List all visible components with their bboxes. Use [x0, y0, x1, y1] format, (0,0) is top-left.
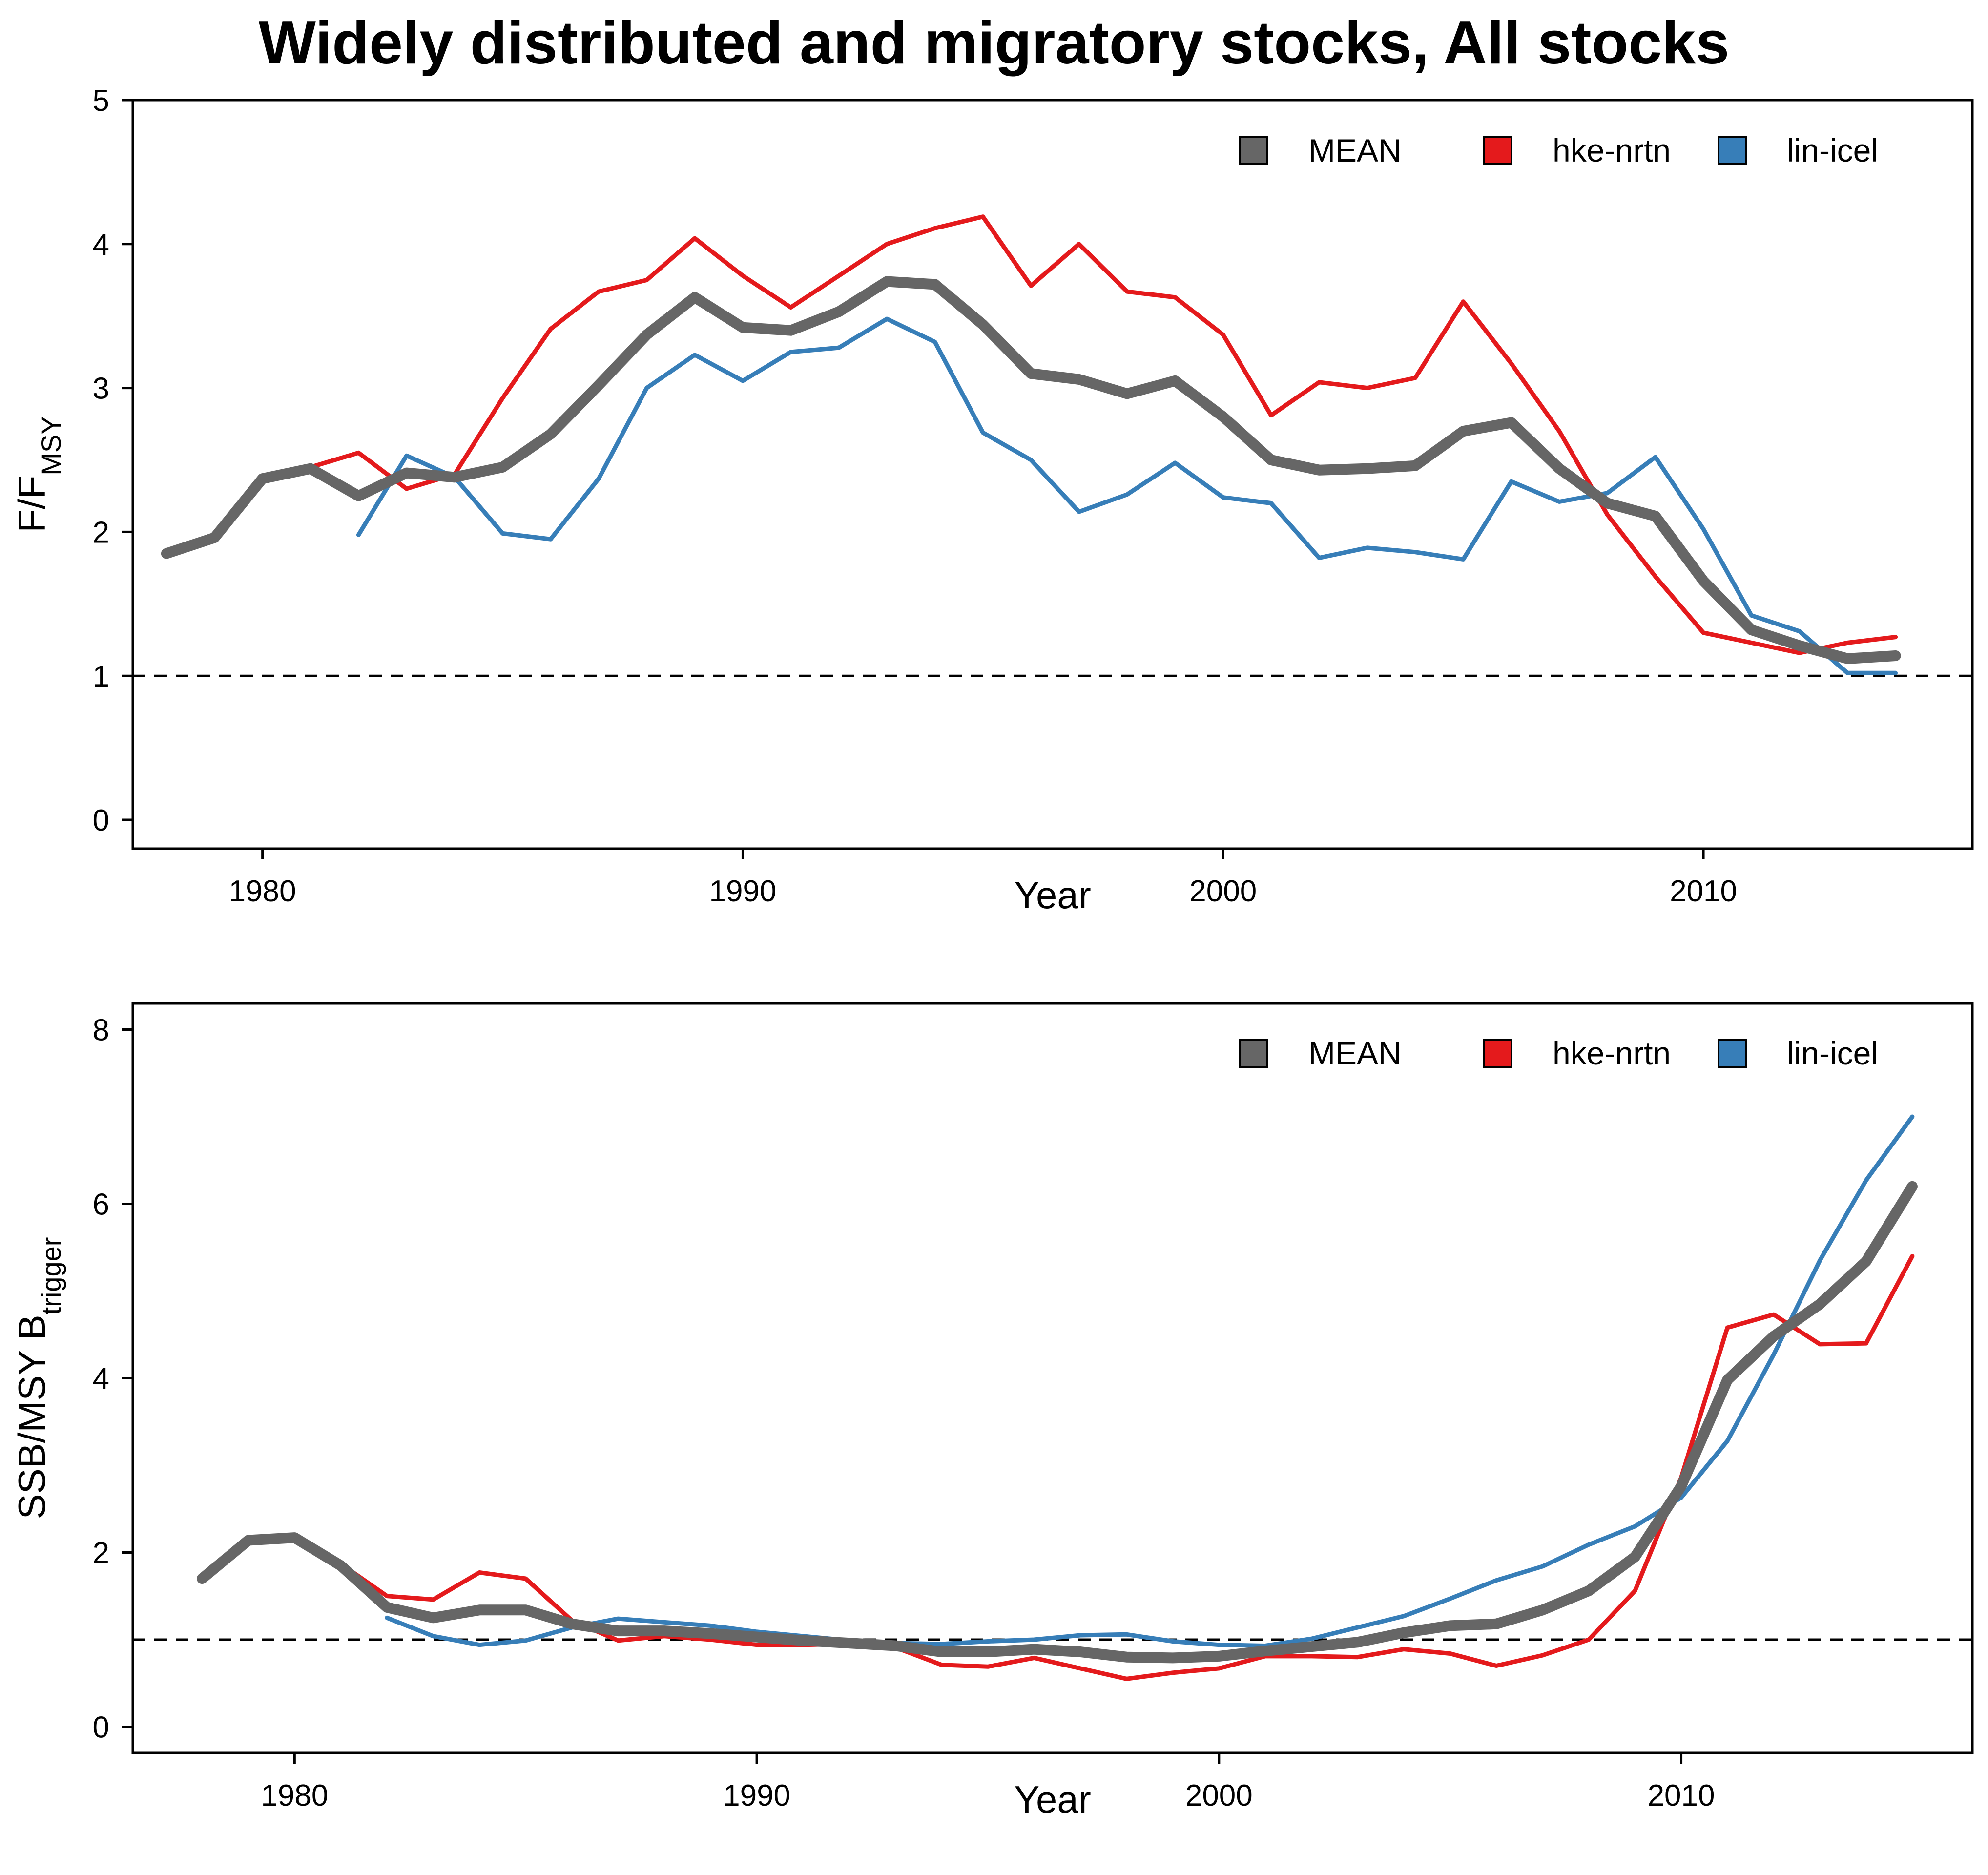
y-tick-label: 6	[93, 1188, 109, 1222]
legend: MEAN hke-nrtn lin-icel	[1239, 1035, 1878, 1071]
y-tick-label: 8	[93, 1014, 109, 1047]
main-title: Widely distributed and migratory stocks,…	[258, 9, 1730, 77]
legend-label-lin-icel: lin-icel	[1787, 132, 1878, 168]
y-tick-label: 4	[93, 1362, 109, 1396]
y-tick-label: 4	[93, 228, 109, 262]
y-axis-title: F/FMSY	[10, 416, 66, 532]
legend-label-MEAN: MEAN	[1308, 132, 1402, 168]
y-tick-label: 5	[93, 84, 109, 118]
y-tick-label: 2	[93, 516, 109, 549]
y-axis-title-main: F/F	[10, 476, 53, 533]
legend-label-MEAN: MEAN	[1308, 1035, 1402, 1071]
plot-frame	[131, 1002, 1974, 1754]
series-line-lin-icel	[356, 316, 1898, 675]
y-tick-label: 3	[93, 372, 109, 406]
y-tick-label: 1	[93, 660, 109, 693]
x-tick-label: 1990	[709, 875, 776, 908]
legend-swatch-hke-nrtn	[1483, 1039, 1512, 1068]
legend-swatch-lin-icel	[1718, 136, 1747, 165]
x-axis-title: Year	[1014, 1778, 1091, 1821]
series-line-hke-nrtn	[200, 1254, 1915, 1681]
plot-frame	[131, 99, 1974, 850]
y-axis-title-subscript: MSY	[36, 416, 66, 475]
y-axis-title: SSB/MSY Btrigger	[10, 1237, 66, 1520]
legend-label-hke-nrtn: hke-nrtn	[1553, 1035, 1671, 1071]
x-tick-label: 2000	[1185, 1779, 1253, 1812]
x-tick-label: 1980	[261, 1779, 328, 1812]
y-axis-title-main: SSB/MSY B	[10, 1314, 53, 1519]
series-line-MEAN	[161, 276, 1901, 664]
legend-swatch-MEAN	[1239, 1039, 1268, 1068]
panel-2: 0 2 4 6 8 1980 1990 2000 2010 Year SSB/MSY Btrigge…	[10, 1002, 1974, 1821]
legend-swatch-hke-nrtn	[1483, 136, 1512, 165]
y-axis-title-subscript: trigger	[36, 1237, 66, 1315]
series-line-MEAN	[197, 1181, 1918, 1664]
x-tick-label: 2010	[1648, 1779, 1715, 1812]
x-tick-label: 1980	[229, 875, 296, 908]
x-axis-title: Year	[1014, 874, 1091, 917]
series-line-hke-nrtn	[164, 214, 1898, 655]
legend-label-hke-nrtn: hke-nrtn	[1553, 132, 1671, 168]
series-line-lin-icel	[385, 1114, 1915, 1648]
y-tick-label: 0	[93, 804, 109, 837]
x-tick-label: 2010	[1670, 875, 1737, 908]
y-tick-label: 0	[93, 1710, 109, 1744]
legend-label-lin-icel: lin-icel	[1787, 1035, 1878, 1071]
legend-swatch-MEAN	[1239, 136, 1268, 165]
panel-1: 0 1 2 3 4 5 1980 1990 2000 2010 Year F/FMSY MEAN hke-…	[10, 84, 1974, 917]
legend-swatch-lin-icel	[1718, 1039, 1747, 1068]
legend: MEAN hke-nrtn lin-icel	[1239, 132, 1878, 168]
x-tick-label: 2000	[1189, 875, 1257, 908]
x-tick-label: 1990	[723, 1779, 790, 1812]
y-tick-label: 2	[93, 1536, 109, 1570]
